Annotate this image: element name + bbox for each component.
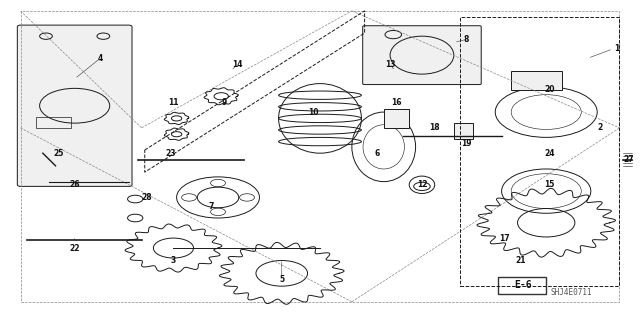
Text: 15: 15 bbox=[544, 180, 555, 189]
Text: 16: 16 bbox=[391, 98, 402, 107]
Bar bbox=[499, 277, 546, 294]
FancyBboxPatch shape bbox=[17, 25, 132, 186]
Text: 4: 4 bbox=[97, 54, 103, 63]
Text: E-6: E-6 bbox=[514, 280, 531, 290]
Text: 9: 9 bbox=[222, 98, 227, 107]
Text: 22: 22 bbox=[69, 243, 80, 253]
Text: 10: 10 bbox=[308, 108, 319, 116]
Text: 27: 27 bbox=[624, 155, 634, 164]
Text: 11: 11 bbox=[168, 98, 179, 107]
Text: 1: 1 bbox=[614, 44, 619, 53]
Text: 21: 21 bbox=[515, 256, 526, 265]
Text: 25: 25 bbox=[54, 149, 64, 158]
Text: 5: 5 bbox=[279, 275, 284, 284]
Text: 8: 8 bbox=[464, 35, 469, 44]
Text: 7: 7 bbox=[209, 203, 214, 211]
Text: 3: 3 bbox=[171, 256, 176, 265]
Text: 13: 13 bbox=[385, 60, 396, 69]
Text: 26: 26 bbox=[69, 180, 80, 189]
Bar bbox=[36, 117, 72, 128]
Text: 17: 17 bbox=[499, 234, 510, 243]
Text: 20: 20 bbox=[544, 85, 555, 94]
Text: SHJ4E0711: SHJ4E0711 bbox=[551, 288, 593, 297]
Text: 6: 6 bbox=[375, 149, 380, 158]
Bar bbox=[454, 123, 473, 139]
Text: 19: 19 bbox=[461, 139, 472, 148]
Text: 18: 18 bbox=[429, 123, 440, 132]
Text: 23: 23 bbox=[165, 149, 175, 158]
Bar bbox=[511, 71, 562, 90]
Text: 28: 28 bbox=[141, 193, 152, 202]
Text: 2: 2 bbox=[598, 123, 603, 132]
Text: 12: 12 bbox=[417, 180, 428, 189]
Bar bbox=[384, 109, 409, 128]
FancyBboxPatch shape bbox=[363, 26, 481, 85]
Text: 24: 24 bbox=[544, 149, 555, 158]
Text: 14: 14 bbox=[232, 60, 243, 69]
